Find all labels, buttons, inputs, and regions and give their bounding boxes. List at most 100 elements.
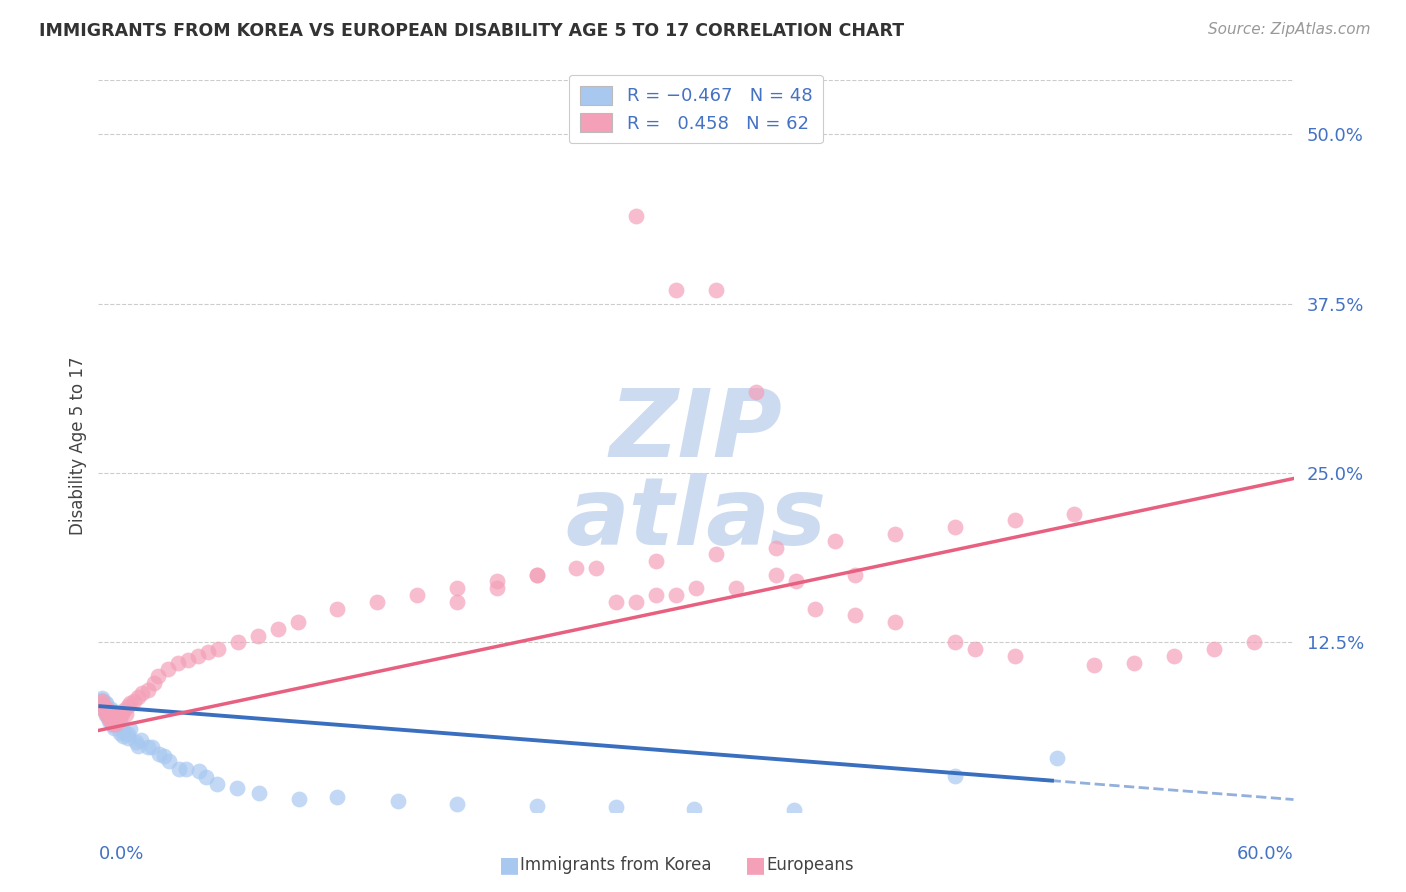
Point xyxy=(207,642,229,657)
Text: ■: ■ xyxy=(499,855,520,875)
Point xyxy=(963,642,986,657)
Point xyxy=(526,567,548,582)
Point xyxy=(943,520,966,534)
Point xyxy=(1063,507,1085,521)
Point xyxy=(943,769,966,783)
Point xyxy=(108,717,131,731)
Point xyxy=(103,721,125,735)
Point xyxy=(645,554,668,568)
Point xyxy=(96,707,118,722)
Point xyxy=(783,803,806,817)
Point xyxy=(1004,648,1026,663)
Point xyxy=(98,713,122,727)
Legend: R = −0.467   N = 48, R =   0.458   N = 62: R = −0.467 N = 48, R = 0.458 N = 62 xyxy=(569,75,823,144)
Point xyxy=(91,694,114,708)
Point xyxy=(745,384,768,399)
Point xyxy=(665,283,688,297)
Point xyxy=(97,703,120,717)
Point xyxy=(103,710,125,724)
Point xyxy=(120,697,142,711)
Point xyxy=(1163,648,1185,663)
Point xyxy=(605,800,627,814)
Point xyxy=(93,699,115,714)
Text: atlas: atlas xyxy=(565,473,827,566)
Point xyxy=(157,754,180,768)
Point xyxy=(107,710,129,724)
Point xyxy=(148,747,170,761)
Point xyxy=(117,699,139,714)
Point xyxy=(176,762,198,776)
Point xyxy=(406,588,429,602)
Text: Immigrants from Korea: Immigrants from Korea xyxy=(520,856,711,874)
Point xyxy=(101,717,124,731)
Point xyxy=(98,713,121,727)
Point xyxy=(187,764,209,779)
Point xyxy=(101,704,124,718)
Point xyxy=(91,691,114,706)
Point xyxy=(446,581,468,595)
Point xyxy=(446,797,468,812)
Point xyxy=(103,714,125,729)
Text: 0.0%: 0.0% xyxy=(98,845,143,863)
Text: IMMIGRANTS FROM KOREA VS EUROPEAN DISABILITY AGE 5 TO 17 CORRELATION CHART: IMMIGRANTS FROM KOREA VS EUROPEAN DISABI… xyxy=(39,22,904,40)
Point xyxy=(326,601,349,615)
Point xyxy=(187,648,209,663)
Point xyxy=(131,685,153,699)
Point xyxy=(387,794,409,808)
Point xyxy=(115,707,138,722)
Point xyxy=(101,707,124,722)
Point xyxy=(94,696,117,710)
Point xyxy=(194,770,217,784)
Point xyxy=(225,780,247,795)
Point xyxy=(884,527,907,541)
Point xyxy=(129,733,152,747)
Point xyxy=(565,561,588,575)
Point xyxy=(111,707,134,722)
Point xyxy=(446,595,468,609)
Text: Source: ZipAtlas.com: Source: ZipAtlas.com xyxy=(1208,22,1371,37)
Point xyxy=(785,574,807,589)
Point xyxy=(136,739,159,754)
Point xyxy=(98,714,121,728)
Point xyxy=(247,786,270,800)
Point xyxy=(91,693,114,707)
Point xyxy=(326,790,349,805)
Point xyxy=(136,682,159,697)
Point xyxy=(152,748,174,763)
Text: 60.0%: 60.0% xyxy=(1237,845,1294,863)
Point xyxy=(197,645,219,659)
Point xyxy=(110,726,132,740)
Text: ZIP: ZIP xyxy=(610,385,782,477)
Point xyxy=(110,713,132,727)
Point xyxy=(103,713,125,727)
Point xyxy=(366,595,388,609)
Point xyxy=(141,740,163,755)
Point xyxy=(605,595,627,609)
Point xyxy=(288,792,311,806)
Point xyxy=(1202,642,1225,657)
Point xyxy=(704,547,727,561)
Point xyxy=(626,209,648,223)
Point xyxy=(93,703,115,717)
Point xyxy=(167,762,190,776)
Point xyxy=(112,703,135,717)
Point xyxy=(704,283,727,297)
Point xyxy=(267,622,290,636)
Point xyxy=(97,710,120,724)
Point xyxy=(157,663,180,677)
Point xyxy=(485,581,508,595)
Point xyxy=(626,595,648,609)
Point xyxy=(105,716,128,731)
Point xyxy=(127,739,149,754)
Point xyxy=(287,615,309,629)
Point xyxy=(118,722,141,736)
Point xyxy=(884,615,907,629)
Point xyxy=(765,541,787,555)
Point xyxy=(665,588,688,602)
Point xyxy=(207,777,229,791)
Point xyxy=(1046,750,1069,764)
Point xyxy=(765,567,787,582)
Point xyxy=(177,653,200,667)
Point xyxy=(585,561,607,575)
Point xyxy=(101,716,124,731)
